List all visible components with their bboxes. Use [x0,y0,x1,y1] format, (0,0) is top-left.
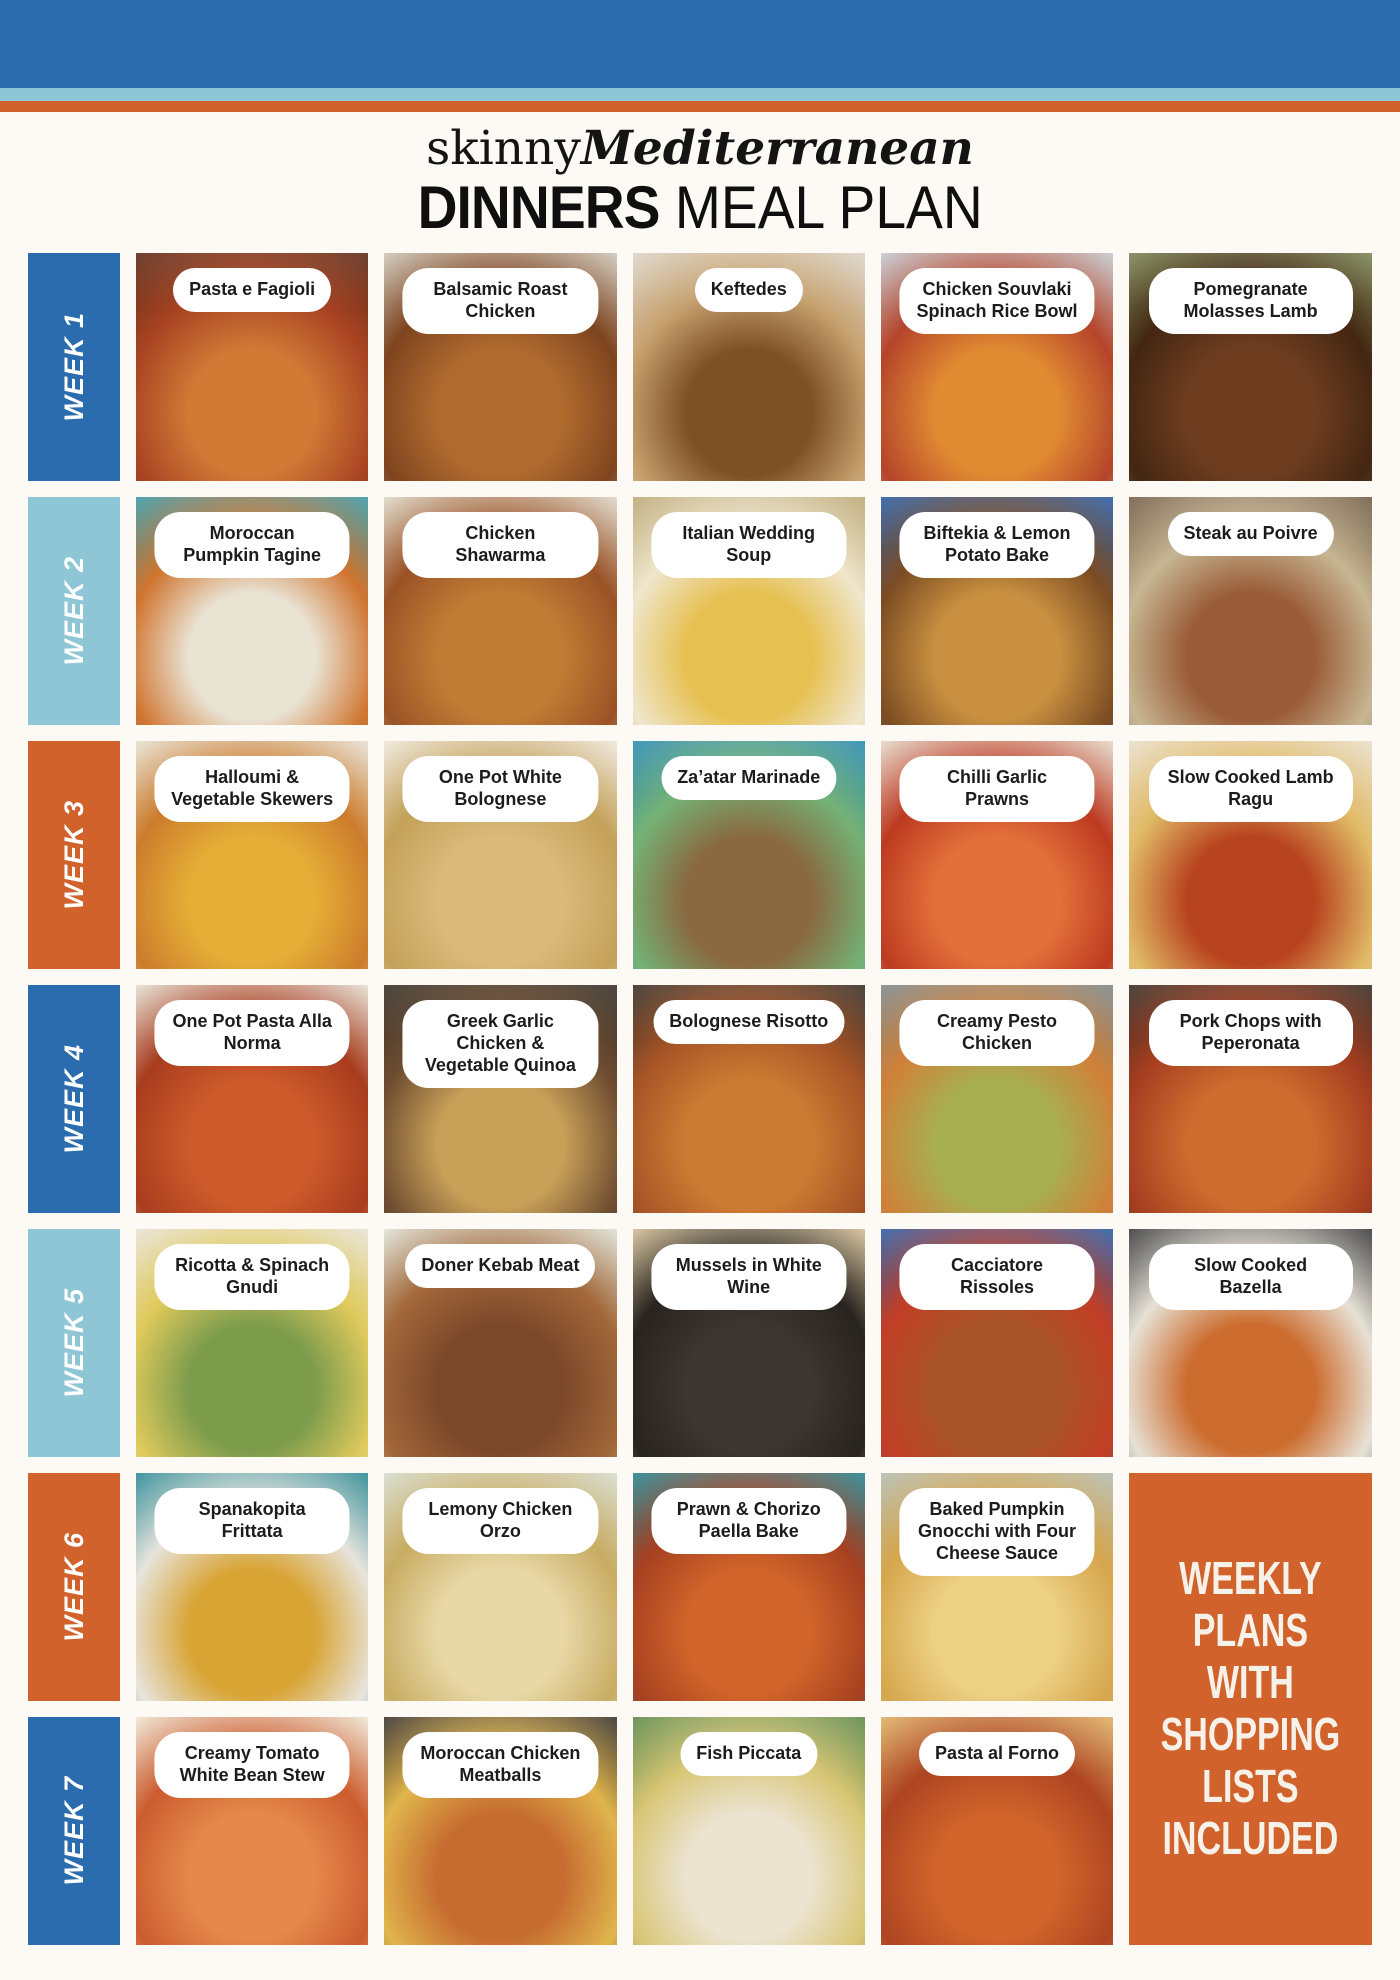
top-bar-orange [0,101,1400,112]
week-label-text: WEEK 2 [58,556,89,666]
week-label-text: WEEK 6 [58,1532,89,1642]
meal-label: Moroccan Chicken Meatballs [402,1732,598,1798]
page-title-bold: DINNERS [417,174,660,242]
meal-photo: Pomegranate Molasses Lamb [1129,253,1372,482]
meal-photo: Moroccan Chicken Meatballs [384,1717,617,1946]
meal-label: One Pot Pasta Alla Norma [154,1000,350,1066]
meal-photo: Steak au Poivre [1129,497,1372,726]
promo-box: WEEKLY PLANS WITH SHOPPING LISTS INCLUDE… [1129,1473,1372,1946]
meal-label: Pork Chops with Peperonata [1148,1000,1353,1066]
meal-label: Slow Cooked Lamb Ragu [1148,756,1353,822]
week-label-text: WEEK 5 [58,1288,89,1398]
meal-label: Chicken Shawarma [402,512,598,578]
meal-label: Balsamic Roast Chicken [402,268,598,334]
meal-label: Mussels in White Wine [651,1244,847,1310]
meal-label: Creamy Pesto Chicken [899,1000,1095,1066]
meal-photo: Slow Cooked Lamb Ragu [1129,741,1372,970]
meal-photo: Za’atar Marinade [632,741,865,970]
week-label-7: WEEK 7 [28,1717,120,1946]
meal-label: Slow Cooked Bazella [1148,1244,1353,1310]
meal-label: Doner Kebab Meat [405,1244,596,1288]
meal-photo: Pasta al Forno [880,1717,1114,1946]
week-label-text: WEEK 4 [58,1044,89,1154]
meal-photo: Chicken Shawarma [384,497,617,726]
meal-photo: Keftedes [632,253,865,482]
week-label-text: WEEK 3 [58,800,89,910]
meal-label: Chicken Souvlaki Spinach Rice Bowl [899,268,1095,334]
week-label-1: WEEK 1 [28,253,120,482]
meal-photo: Cacciatore Rissoles [880,1229,1114,1458]
meal-label: One Pot White Bolognese [402,756,598,822]
meal-label: Ricotta & Spinach Gnudi [154,1244,350,1310]
meal-label: Spanakopita Frittata [154,1488,350,1554]
meal-photo: Chilli Garlic Prawns [880,741,1114,970]
meal-photo: One Pot Pasta Alla Norma [136,985,369,1214]
brand-prefix: skinny [426,121,581,176]
meal-photo: Biftekia & Lemon Potato Bake [880,497,1114,726]
meal-label: Pomegranate Molasses Lamb [1148,268,1353,334]
week-label-4: WEEK 4 [28,985,120,1214]
meal-photo: Greek Garlic Chicken & Vegetable Quinoa [384,985,617,1214]
meal-plan-grid: WEEKLY PLANS WITH SHOPPING LISTS INCLUDE… [0,239,1400,1946]
week-label-2: WEEK 2 [28,497,120,726]
meal-photo: Ricotta & Spinach Gnudi [136,1229,369,1458]
meal-label: Prawn & Chorizo Paella Bake [651,1488,847,1554]
meal-photo: Baked Pumpkin Gnocchi with Four Cheese S… [880,1473,1114,1702]
meal-photo: Chicken Souvlaki Spinach Rice Bowl [880,253,1114,482]
meal-photo: Pork Chops with Peperonata [1129,985,1372,1214]
meal-label: Moroccan Pumpkin Tagine [154,512,350,578]
week-label-5: WEEK 5 [28,1229,120,1458]
meal-label: Steak au Poivre [1167,512,1334,556]
meal-label: Creamy Tomato White Bean Stew [154,1732,350,1798]
meal-label: Lemony Chicken Orzo [402,1488,598,1554]
week-label-3: WEEK 3 [28,741,120,970]
brand-suffix: Mediterranean [580,121,974,176]
meal-label: Chilli Garlic Prawns [899,756,1095,822]
week-label-6: WEEK 6 [28,1473,120,1702]
meal-photo: Doner Kebab Meat [384,1229,617,1458]
week-label-text: WEEK 1 [58,312,89,422]
top-bar-teal [0,88,1400,101]
meal-photo: Creamy Tomato White Bean Stew [136,1717,369,1946]
meal-photo: Slow Cooked Bazella [1129,1229,1372,1458]
meal-photo: Creamy Pesto Chicken [880,985,1114,1214]
meal-label: Biftekia & Lemon Potato Bake [899,512,1095,578]
meal-label: Baked Pumpkin Gnocchi with Four Cheese S… [899,1488,1095,1576]
meal-photo: Balsamic Roast Chicken [384,253,617,482]
meal-label: Pasta al Forno [919,1732,1076,1776]
meal-photo: Italian Wedding Soup [632,497,865,726]
top-bar-blue [0,0,1400,88]
meal-label: Bolognese Risotto [653,1000,845,1044]
meal-photo: Mussels in White Wine [632,1229,865,1458]
meal-photo: Lemony Chicken Orzo [384,1473,617,1702]
page-title-light: MEAL PLAN [659,174,983,242]
meal-photo: Spanakopita Frittata [136,1473,369,1702]
meal-label: Cacciatore Rissoles [899,1244,1095,1310]
page-title: DINNERS MEAL PLAN [0,176,1400,239]
meal-photo: Prawn & Chorizo Paella Bake [632,1473,865,1702]
meal-photo: Moroccan Pumpkin Tagine [136,497,369,726]
week-label-text: WEEK 7 [58,1776,89,1886]
meal-label: Pasta e Fagioli [173,268,332,312]
meal-label: Fish Piccata [680,1732,818,1776]
meal-label: Keftedes [694,268,803,312]
meal-photo: Fish Piccata [632,1717,865,1946]
meal-label: Greek Garlic Chicken & Vegetable Quinoa [402,1000,598,1088]
meal-label: Italian Wedding Soup [651,512,847,578]
meal-photo: Bolognese Risotto [632,985,865,1214]
meal-photo: Pasta e Fagioli [136,253,369,482]
meal-photo: Halloumi & Vegetable Skewers [136,741,369,970]
brand-logo: skinnyMediterranean [0,121,1400,176]
header: skinnyMediterranean DINNERS MEAL PLAN [0,112,1400,239]
meal-label: Halloumi & Vegetable Skewers [154,756,350,822]
meal-label: Za’atar Marinade [661,756,837,800]
meal-photo: One Pot White Bolognese [384,741,617,970]
promo-text: WEEKLY PLANS WITH SHOPPING LISTS INCLUDE… [1160,1552,1341,1864]
